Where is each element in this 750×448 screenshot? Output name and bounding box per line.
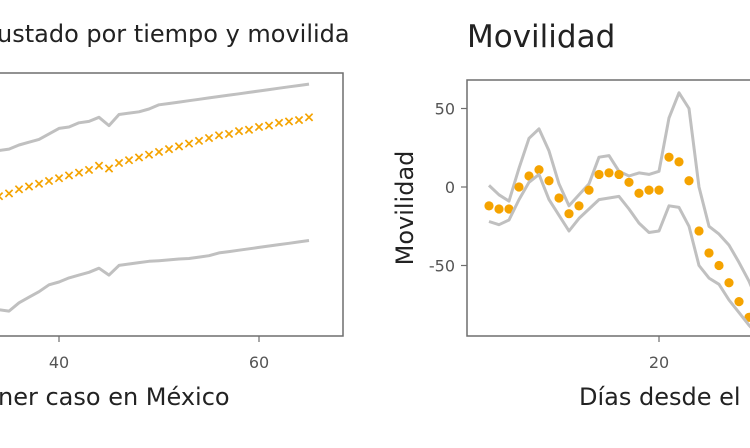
right-estimate-point [654, 185, 664, 195]
right-x-axis-label: Días desde el [579, 383, 741, 411]
left-estimate-x-marker [104, 164, 114, 173]
left-estimate-x-marker [34, 179, 44, 188]
left-estimate-x-marker [4, 189, 14, 198]
left-estimate-x-marker [294, 115, 304, 125]
left-estimate-x-marker [154, 147, 164, 157]
left-estimate-x-marker [94, 161, 104, 170]
left-estimate-x-marker [174, 142, 184, 151]
right-estimate-point [624, 177, 634, 187]
left-lower-bound-line [0, 239, 310, 313]
right-estimate-point [674, 157, 684, 167]
left-estimate-x-marker [0, 191, 4, 201]
left-series-group [0, 82, 314, 313]
left-estimate-x-marker [24, 182, 34, 191]
right-estimate-point [704, 248, 714, 258]
left-estimate-x-marker [264, 121, 274, 130]
right-estimate-point [594, 169, 604, 180]
left-x-tick-label: 40 [49, 353, 69, 372]
left-estimate-x-marker [244, 125, 254, 134]
right-estimate-point [544, 176, 554, 186]
right-axes: 20 50 0 -50 [429, 100, 669, 373]
left-estimate-x-marker [284, 117, 294, 126]
left-x-axis-label: ner caso en México [0, 383, 230, 411]
right-estimate-point [564, 209, 574, 219]
right-estimate-point [684, 176, 694, 186]
left-estimate-x-marker [134, 153, 144, 162]
right-series-group [484, 91, 750, 329]
right-estimate-point [524, 171, 534, 181]
left-chart-panel: ustado por tiempo y movilida 40 60 ner ca… [0, 20, 350, 411]
left-upper-bound-line [0, 82, 310, 152]
left-estimate-x-marker [304, 113, 314, 122]
left-estimate-x-marker [124, 156, 134, 165]
right-upper-bound-line [487, 91, 750, 288]
left-estimate-x-marker [74, 168, 84, 177]
right-x-tick-label: 20 [649, 353, 669, 372]
left-estimate-x-marker [84, 165, 94, 175]
right-estimate-point [484, 201, 494, 211]
right-estimate-point [714, 260, 724, 271]
right-estimate-point [694, 226, 704, 236]
right-estimate-point [494, 204, 504, 214]
left-estimate-x-marker [204, 133, 214, 143]
left-estimate-x-marker [214, 131, 224, 140]
right-y-tick-label: 50 [435, 100, 455, 119]
right-estimate-point [634, 188, 644, 198]
right-estimate-point [504, 204, 514, 214]
right-estimate-point [534, 165, 544, 175]
left-x-tick-label: 60 [249, 353, 269, 372]
left-estimate-x-marker [54, 173, 64, 183]
left-estimate-x-marker [194, 136, 204, 146]
left-plot-frame [0, 72, 344, 337]
right-chart-title: Movilidad [467, 19, 615, 55]
left-estimate-x-marker [144, 150, 154, 159]
left-estimate-x-marker [254, 122, 264, 132]
left-chart-title: ustado por tiempo y movilida [0, 20, 350, 48]
right-estimate-point [724, 278, 734, 288]
right-estimate-point [574, 201, 584, 211]
left-estimate-x-marker [164, 144, 174, 154]
left-estimate-x-marker [14, 185, 24, 194]
right-estimate-point [664, 152, 674, 162]
right-estimate-point [614, 169, 624, 180]
right-plot-frame [466, 79, 750, 337]
left-x-axis: 40 60 [49, 336, 269, 372]
right-estimate-point [584, 185, 594, 195]
left-estimate-x-marker [44, 176, 54, 186]
right-estimate-point [554, 193, 564, 203]
left-estimate-x-marker [224, 129, 234, 139]
right-lower-bound-line [488, 172, 750, 329]
right-estimate-point [604, 168, 614, 178]
right-estimate-point [644, 185, 654, 195]
left-estimate-x-marker [184, 139, 194, 148]
right-y-tick-label: -50 [429, 257, 455, 276]
left-estimate-x-marker [234, 126, 244, 136]
right-estimate-point [734, 297, 744, 307]
right-chart-panel: Movilidad 20 50 0 -50 Movilidad Días desde … [391, 19, 750, 411]
left-estimate-x-marker [274, 118, 284, 128]
left-estimate-x-marker [64, 171, 74, 180]
right-estimate-point [514, 182, 524, 192]
right-y-axis-label: Movilidad [391, 151, 419, 266]
right-y-tick-label: 0 [445, 178, 455, 197]
left-estimate-x-marker [114, 158, 124, 168]
